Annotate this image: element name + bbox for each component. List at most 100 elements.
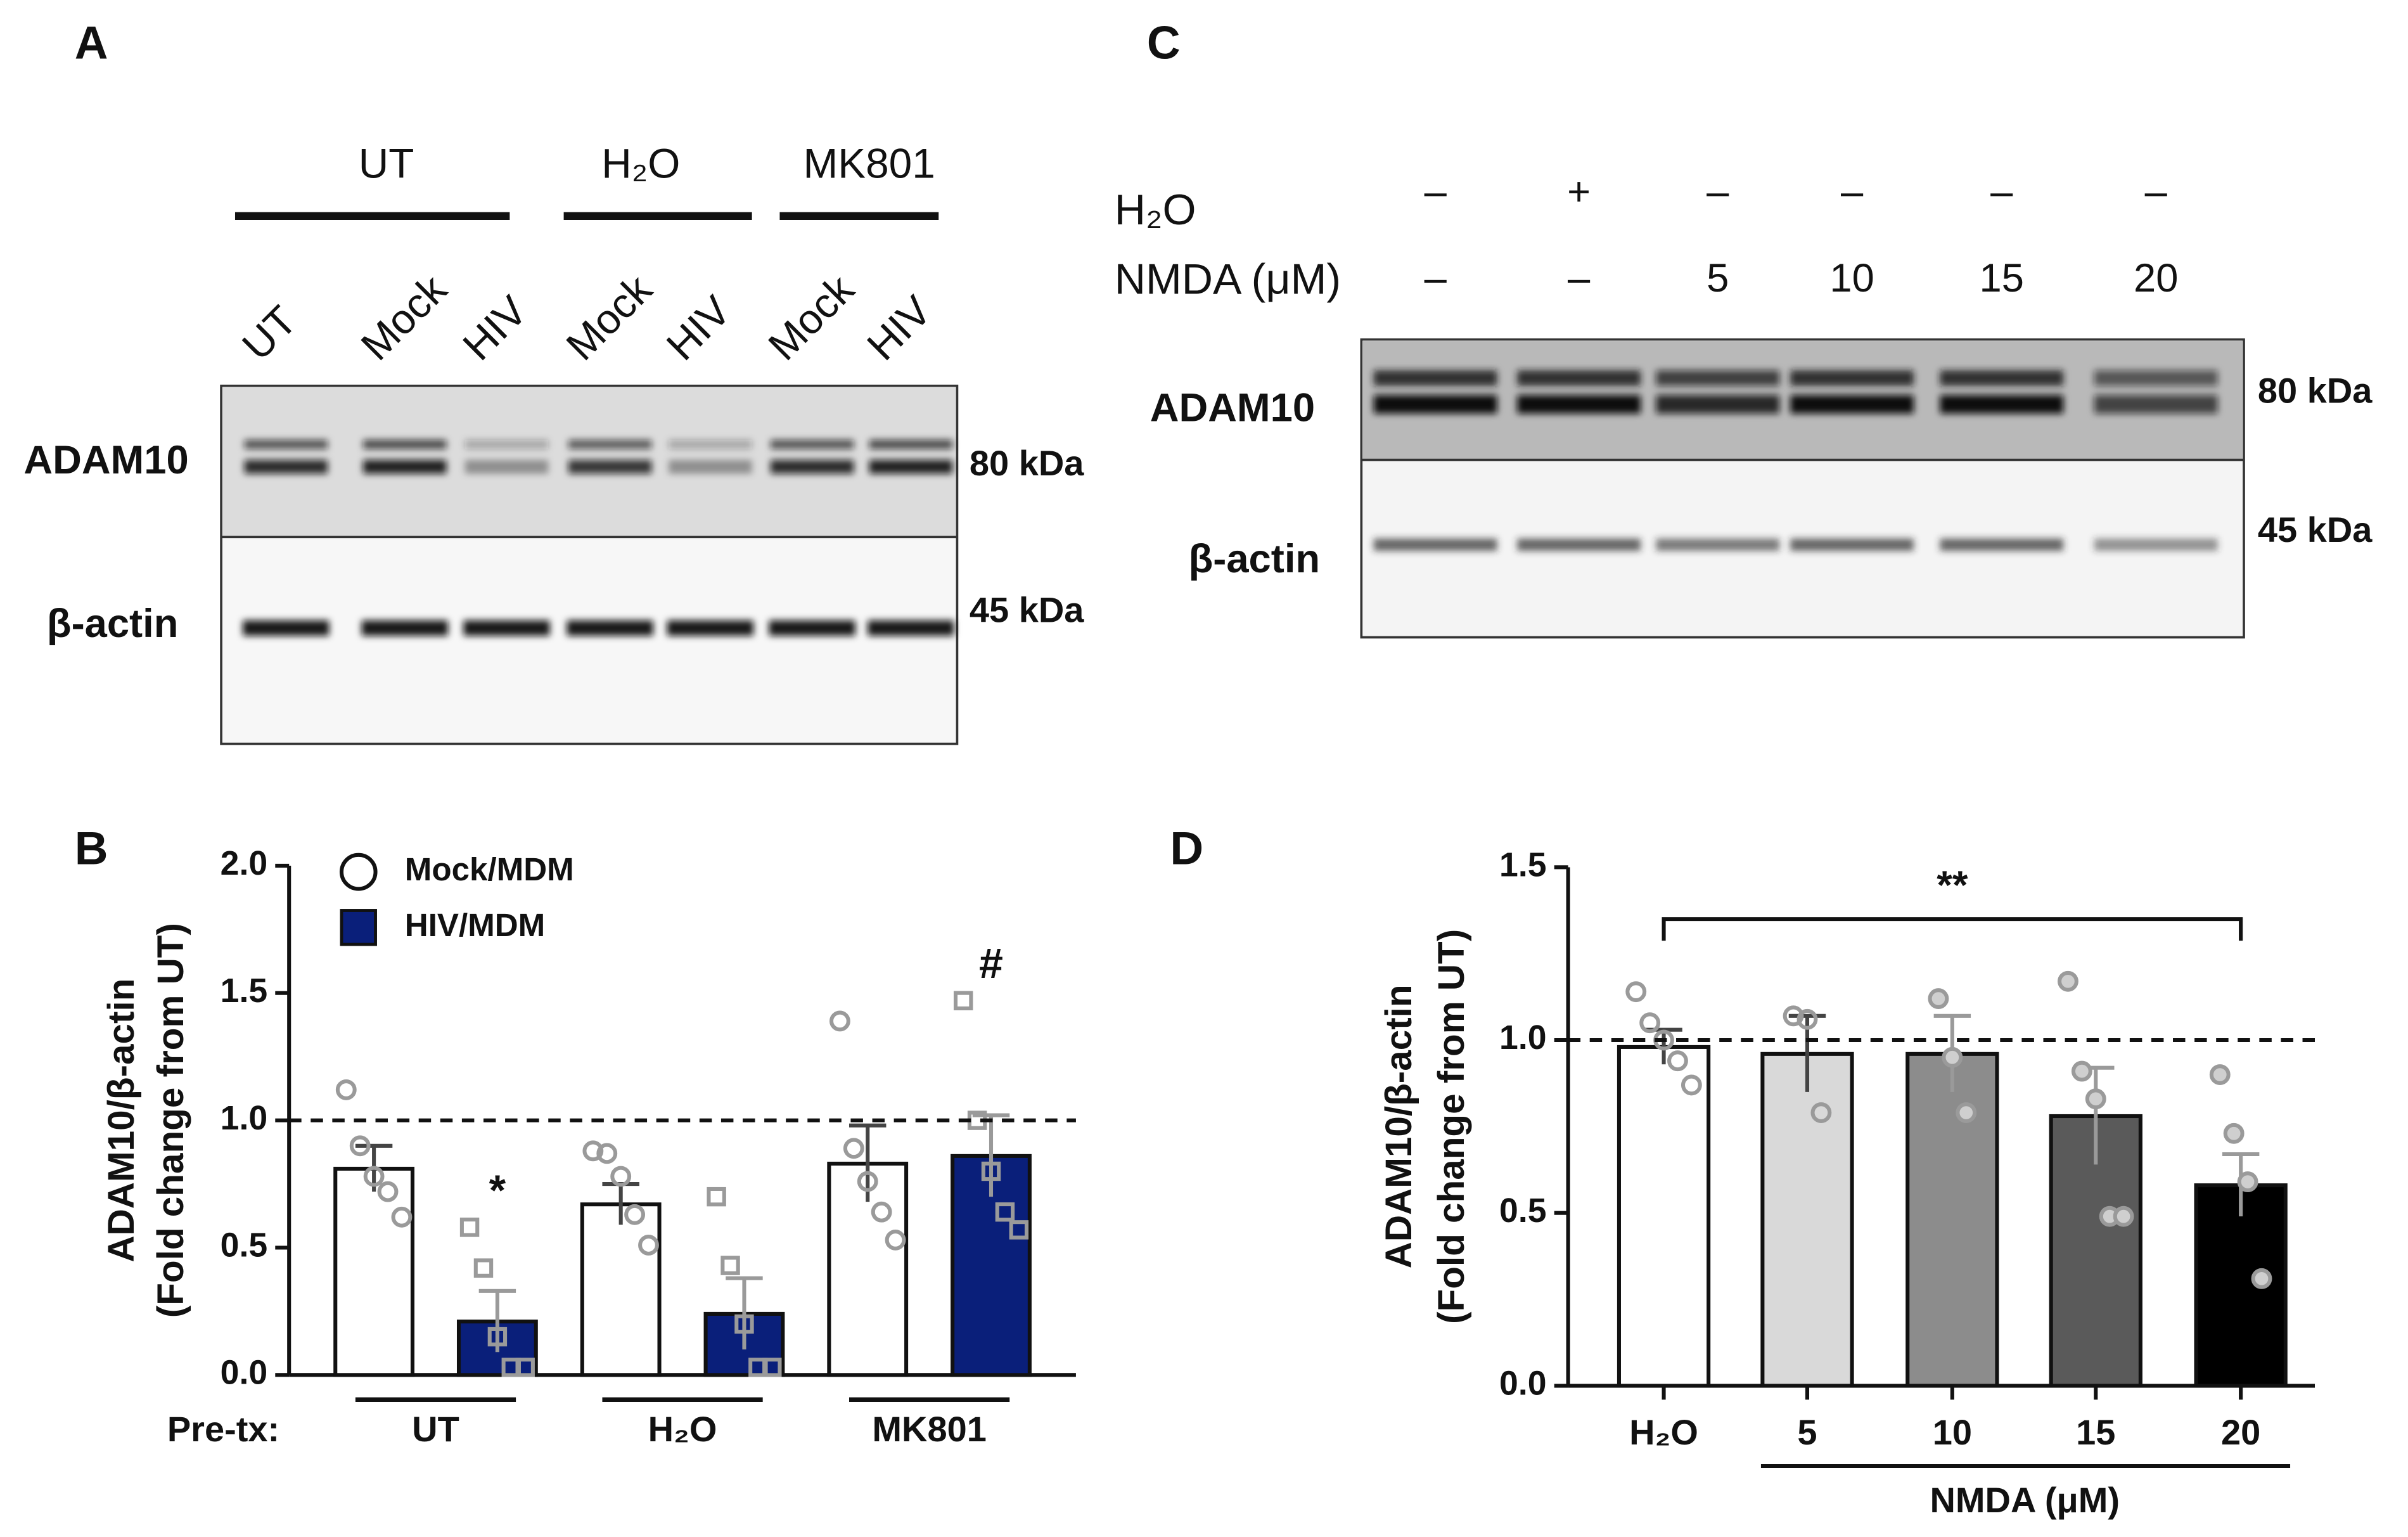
data-point — [2223, 1122, 2245, 1144]
data-point — [2209, 1064, 2231, 1085]
x-tick-label: MK801 — [872, 1409, 986, 1449]
data-point — [720, 1256, 740, 1275]
significance-label: ** — [1937, 863, 1968, 908]
data-point — [610, 1166, 632, 1187]
y-tick-label: 0.0 — [221, 1354, 267, 1391]
panel-label: A — [75, 17, 108, 68]
band — [244, 460, 328, 474]
y-tick-label: 2.0 — [221, 845, 267, 882]
y-axis-label: (Fold change from UT) — [1431, 929, 1472, 1324]
bar — [1617, 1045, 1711, 1388]
data-point — [1783, 1005, 1804, 1027]
data-point — [981, 1161, 1001, 1181]
annotation: * — [489, 1166, 506, 1214]
band — [1790, 538, 1914, 551]
band — [669, 460, 752, 474]
x-tick-label: H₂O — [1629, 1412, 1698, 1452]
data-point — [734, 1314, 754, 1334]
data-point — [1942, 1046, 1963, 1068]
panel-label: B — [75, 823, 108, 874]
band — [568, 460, 652, 474]
data-point — [582, 1140, 604, 1162]
data-point — [995, 1202, 1015, 1222]
band — [1790, 395, 1914, 414]
y-tick-label: 1.5 — [1499, 846, 1546, 884]
lane-label: HIV — [858, 286, 940, 369]
band — [1940, 395, 2064, 414]
band — [463, 620, 550, 636]
bars — [1617, 1013, 2288, 1388]
band — [769, 620, 855, 636]
lane-label: HIV — [454, 286, 536, 369]
data-point — [1009, 1220, 1029, 1240]
y-tick-label: 1.5 — [221, 972, 267, 1010]
y-axis-label: ADAM10/β-actin — [1378, 984, 1419, 1268]
treatment-sign: – — [2145, 169, 2168, 214]
data-point — [2058, 970, 2078, 992]
data-point — [487, 1327, 508, 1347]
data-point — [885, 1229, 906, 1251]
legend-label: HIV/MDM — [405, 907, 545, 943]
row-label: H₂O — [1115, 186, 1196, 234]
treatment-sign: – — [1990, 169, 2013, 214]
data-point — [515, 1358, 535, 1377]
y-tick-label: 0.5 — [1499, 1192, 1546, 1230]
size-label: 80 kDa — [2258, 371, 2373, 411]
protein-label: ADAM10 — [23, 438, 188, 482]
data-point — [349, 1135, 371, 1157]
band — [244, 439, 328, 449]
data-point — [1667, 1050, 1688, 1072]
treatment-sign: – — [1841, 169, 1864, 214]
error-bar — [972, 1113, 1010, 1197]
data-point — [2071, 1060, 2092, 1082]
band — [464, 439, 549, 449]
band — [568, 439, 652, 449]
band — [2094, 538, 2218, 551]
data-point — [2085, 1088, 2106, 1110]
band — [1940, 538, 2064, 551]
data-point — [459, 1218, 480, 1237]
protein-label: β-actin — [47, 601, 178, 646]
bar — [1760, 1051, 1854, 1388]
data-point — [638, 1235, 659, 1256]
y-axis-label: (Fold change from UT) — [150, 923, 191, 1318]
data-point — [335, 1079, 357, 1100]
legend-swatch — [339, 852, 378, 891]
band — [2094, 370, 2218, 386]
bar — [827, 1161, 909, 1377]
data-point — [391, 1206, 413, 1228]
band — [363, 460, 447, 474]
band — [1517, 538, 1641, 551]
lane-label: HIV — [657, 286, 740, 369]
data-point — [377, 1181, 399, 1202]
treatment-sign: + — [1567, 169, 1591, 214]
data-point — [843, 1138, 864, 1159]
band — [464, 460, 549, 474]
panel-label: C — [1147, 17, 1181, 68]
data-point — [871, 1201, 892, 1223]
treatment-sign: 15 — [1980, 256, 2024, 300]
data-point — [953, 991, 973, 1011]
lane-label: Mock — [557, 266, 660, 369]
data-point — [829, 1010, 850, 1032]
x-tick-label: 5 — [1797, 1412, 1817, 1452]
band — [2094, 395, 2218, 414]
bar — [580, 1202, 662, 1377]
data-point — [1956, 1102, 1977, 1123]
lane-label: Mock — [759, 266, 862, 369]
protein-label: ADAM10 — [1150, 385, 1315, 430]
x-tick-label: 20 — [2221, 1412, 2260, 1452]
treatment-sign: 20 — [2134, 256, 2178, 300]
size-label: 45 kDa — [970, 589, 1084, 629]
annotation: # — [979, 939, 1003, 987]
data-point — [363, 1166, 385, 1187]
bar — [2194, 1183, 2288, 1388]
band — [1517, 395, 1641, 414]
x-axis-label: NMDA (μM) — [1930, 1480, 2120, 1520]
data-point — [624, 1204, 646, 1225]
data-point — [2113, 1206, 2134, 1227]
band — [1373, 538, 1497, 551]
band — [363, 439, 447, 449]
band — [361, 620, 448, 636]
